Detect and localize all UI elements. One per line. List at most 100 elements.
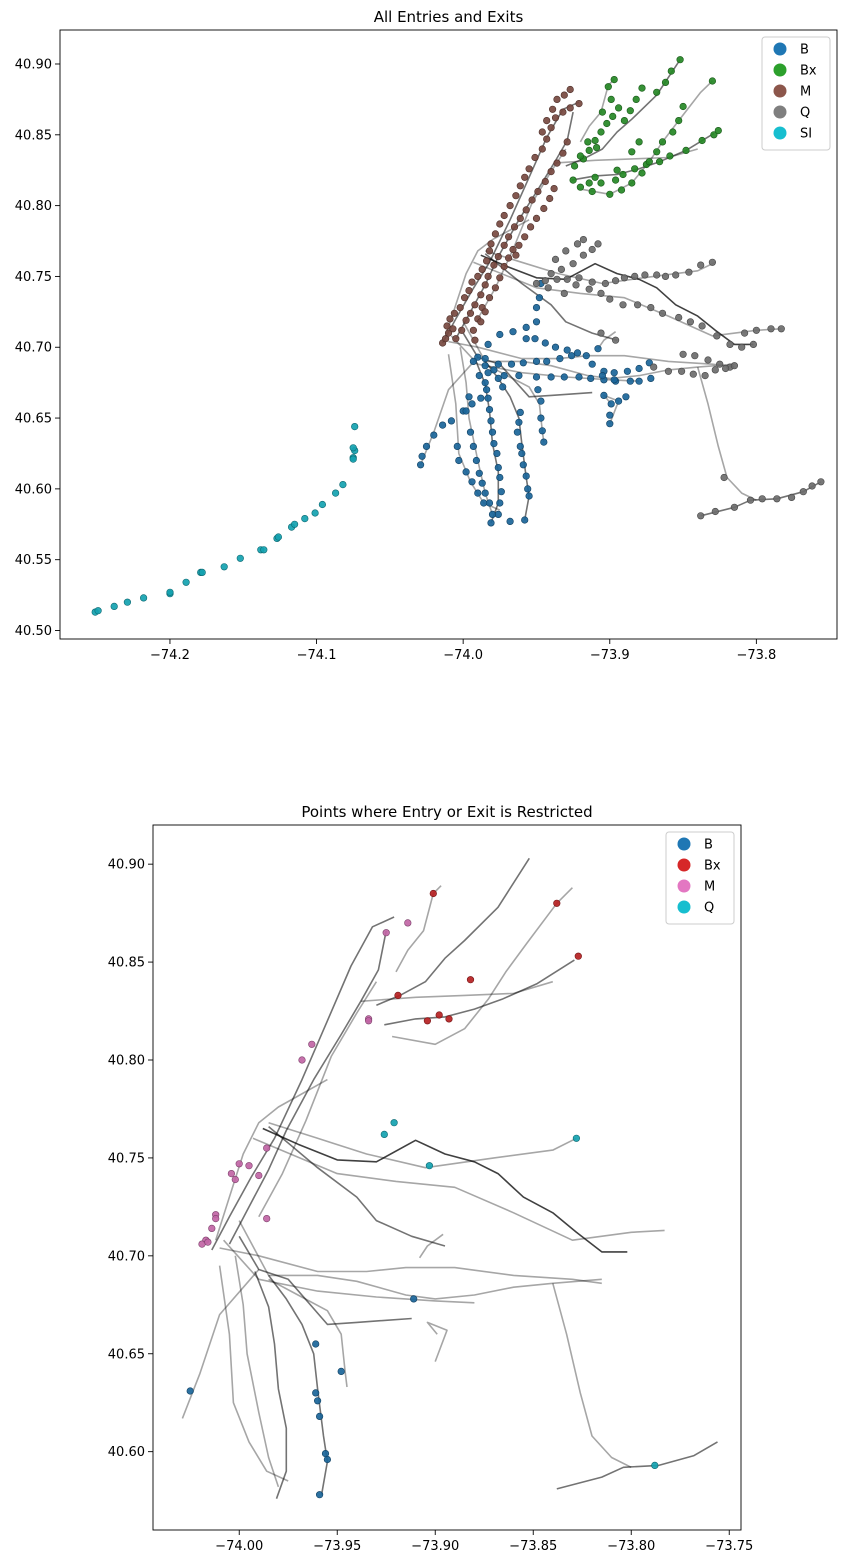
- subway-line-4: [262, 1127, 628, 1253]
- y-tick-label: 40.70: [15, 341, 52, 356]
- point-q-50: [664, 367, 673, 375]
- point-b-30: [513, 428, 522, 436]
- point-q-16: [708, 258, 717, 266]
- point-b-47: [469, 442, 478, 451]
- subway-line-20: [426, 1321, 448, 1362]
- point-bx-7: [574, 952, 582, 960]
- point-b-1: [418, 452, 426, 460]
- point-q-58: [711, 507, 719, 516]
- point-b-56: [462, 468, 470, 476]
- point-b-73: [515, 372, 523, 380]
- point-bx-39: [632, 95, 640, 103]
- point-m-3: [449, 325, 457, 333]
- point-q-71: [579, 236, 588, 244]
- point-q-36: [713, 332, 721, 340]
- point-m-49: [575, 99, 583, 108]
- point-m-44: [543, 135, 551, 143]
- point-bx-31: [645, 158, 653, 166]
- legend-marker-m: [677, 879, 691, 893]
- legend-box: [665, 831, 735, 925]
- y-axis: 40.50 40.55 40.60 40.65 40.70 40.75 40.80 40.85…: [15, 57, 60, 639]
- subway-line-14: [459, 347, 494, 515]
- point-bx-23: [710, 131, 718, 139]
- point-b-7: [323, 1455, 332, 1464]
- point-si-9: [198, 568, 206, 577]
- x-tick-label: −74.00: [215, 1539, 263, 1554]
- point-bx-21: [682, 146, 690, 154]
- point-m-19: [471, 301, 479, 309]
- point-bx-26: [588, 187, 596, 196]
- point-bx-24: [714, 127, 722, 135]
- point-q-53: [701, 372, 709, 380]
- point-b-96: [563, 346, 571, 354]
- point-m-13: [483, 257, 491, 265]
- x-tick-label: −73.8: [736, 648, 776, 663]
- point-b-88: [532, 318, 541, 326]
- point-m-12: [478, 265, 486, 274]
- point-q-2: [425, 1162, 434, 1170]
- point-b-9: [483, 386, 491, 394]
- x-tick-label: −74.2: [150, 648, 190, 663]
- point-bx-46: [598, 108, 607, 116]
- point-m-32: [509, 245, 517, 254]
- point-m-46: [551, 114, 560, 122]
- point-q-23: [544, 284, 552, 292]
- point-b-50: [478, 479, 486, 487]
- point-b-66: [543, 357, 551, 366]
- point-b-90: [535, 294, 544, 302]
- plot-frame: [59, 29, 838, 640]
- chart-title: Points where Entry or Exit is Restricted: [301, 803, 592, 821]
- point-m-42: [531, 153, 539, 162]
- chart-restricted-points: −74.00 −73.95 −73.90 −73.85 −73.80 −73.75 40.…: [108, 803, 754, 1554]
- point-b-32: [518, 449, 526, 458]
- point-m-9: [465, 287, 473, 295]
- point-bx-30: [638, 169, 646, 177]
- point-bx-17: [631, 165, 639, 173]
- point-b-12: [490, 366, 498, 374]
- point-b-3: [430, 431, 438, 439]
- point-b-95: [551, 343, 560, 351]
- point-b-109: [610, 369, 618, 377]
- point-bx-50: [613, 166, 621, 174]
- point-b-94: [541, 339, 549, 347]
- point-m-23: [490, 261, 498, 269]
- point-q-57: [697, 512, 705, 520]
- point-q-55: [721, 364, 730, 373]
- subway-line-4: [480, 254, 754, 346]
- point-m-31: [505, 254, 513, 262]
- point-bx-0: [429, 889, 437, 898]
- point-m-74: [560, 91, 568, 99]
- point-q-69: [562, 247, 570, 255]
- point-si-3: [123, 598, 131, 606]
- point-b-104: [614, 397, 623, 405]
- point-b-36: [525, 492, 533, 500]
- point-m-34: [491, 230, 500, 238]
- point-b-102: [607, 400, 615, 408]
- point-si-2: [110, 602, 118, 611]
- point-q-49: [650, 363, 658, 371]
- point-b-65: [532, 357, 541, 366]
- y-tick-label: 40.85: [15, 128, 52, 143]
- point-q-10: [641, 271, 649, 279]
- point-bx-19: [655, 158, 664, 166]
- point-b-38: [506, 517, 514, 526]
- point-si-19: [311, 509, 319, 517]
- point-b-23: [496, 473, 504, 482]
- point-bx-11: [592, 144, 601, 152]
- point-q-65: [808, 482, 816, 490]
- subway-line-2: [258, 981, 378, 1218]
- chart-title: All Entries and Exits: [374, 8, 524, 26]
- point-b-28: [516, 408, 524, 417]
- point-q-0: [390, 1119, 398, 1127]
- point-bx-6: [609, 112, 617, 120]
- point-m-78: [481, 308, 489, 316]
- point-m-10: [468, 278, 476, 286]
- point-q-4: [575, 274, 583, 282]
- subway-line-11: [238, 1235, 412, 1326]
- series-bx: [569, 56, 722, 198]
- y-tick-label: 40.85: [108, 956, 145, 971]
- y-tick-label: 40.90: [15, 57, 52, 72]
- point-bx-49: [591, 173, 599, 181]
- point-b-48: [472, 456, 481, 465]
